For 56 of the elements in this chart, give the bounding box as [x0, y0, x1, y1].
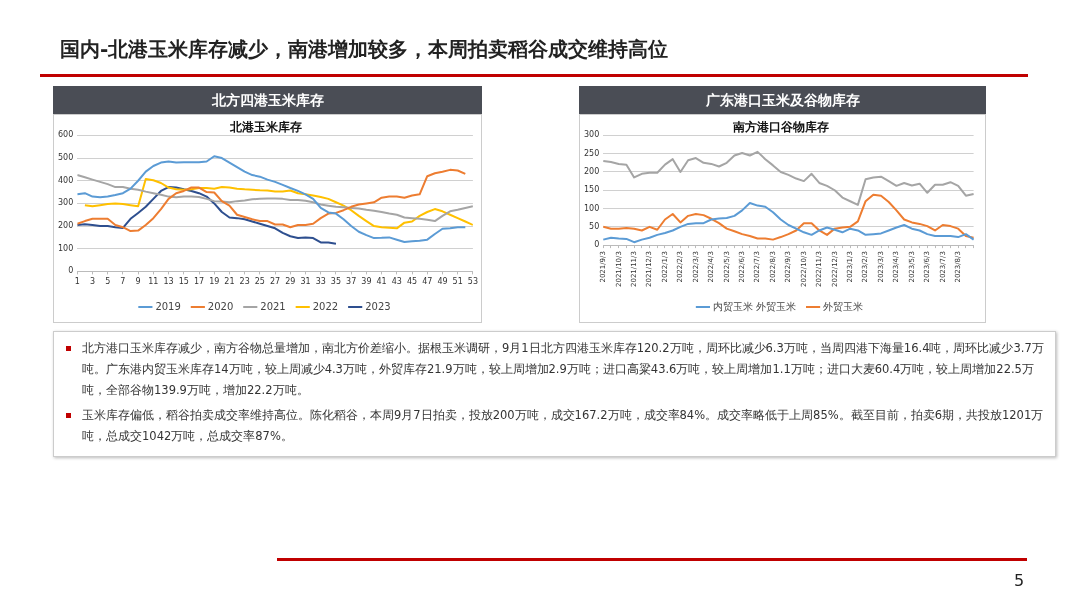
- x-tick-label: 9: [135, 277, 141, 287]
- text: 5: [1014, 571, 1025, 590]
- y-tick-label: 200: [583, 167, 600, 177]
- x-tick-label: 25: [254, 277, 265, 287]
- y-tick-label: 100: [583, 203, 600, 213]
- y-tick-label: 50: [589, 221, 600, 231]
- x-tick-label: 21: [224, 277, 235, 287]
- x-tick-label: 29: [285, 277, 296, 287]
- legend-label: 2021: [260, 300, 286, 312]
- x-tick-label: 19: [209, 277, 220, 287]
- legend-label: 2023: [365, 300, 391, 312]
- chart-subtitle: 北港玉米库存: [228, 120, 302, 135]
- chart-title: 北方四港玉米库存: [53, 86, 482, 114]
- x-tick-label: 43: [391, 277, 402, 287]
- legend-label: 内贸玉米 外贸玉米: [712, 300, 797, 312]
- x-tick-label: 27: [270, 277, 281, 287]
- x-tick-label: 39: [361, 277, 372, 287]
- x-tick-label: 37: [346, 277, 357, 287]
- x-tick-label: 7: [120, 277, 126, 287]
- y-tick-label: 100: [57, 243, 74, 253]
- legend-label: 2022: [312, 300, 339, 312]
- x-tick-label: 31: [300, 277, 311, 287]
- x-tick-label: 15: [178, 277, 189, 287]
- x-tick-label: 51: [452, 277, 463, 287]
- x-tick-label: 53: [467, 277, 478, 287]
- y-tick-label: 200: [57, 221, 74, 231]
- y-tick-label: 0: [68, 266, 74, 276]
- y-tick-label: 500: [57, 153, 74, 163]
- legend-label: 2019: [155, 300, 181, 312]
- y-tick-label: 300: [57, 198, 74, 208]
- y-tick-label: 300: [583, 130, 600, 140]
- x-tick-label: 33: [315, 277, 326, 287]
- chart-title: 广东港口玉米及谷物库存: [579, 86, 986, 114]
- y-tick-label: 150: [583, 185, 600, 195]
- legend-label: 外贸玉米: [823, 300, 864, 312]
- x-tick-label: 47: [422, 277, 433, 287]
- x-tick-label: 5: [105, 277, 111, 287]
- x-tick-label: 45: [406, 277, 418, 287]
- x-tick-label: 1: [74, 277, 80, 287]
- y-tick-label: 250: [583, 148, 600, 158]
- x-tick-label: 35: [330, 277, 342, 287]
- y-tick-label: 0: [594, 240, 600, 250]
- x-tick-label: 11: [148, 277, 159, 287]
- chart-subtitle: 南方港口谷物库存: [731, 120, 829, 135]
- text: 国内-北港玉米库存减少，南港增加较多，本周拍卖稻谷成交维持高位: [60, 36, 669, 63]
- legend-label: 2020: [207, 300, 234, 312]
- y-tick-label: 400: [57, 175, 74, 185]
- x-tick-label: 41: [376, 277, 387, 287]
- y-tick-label: 600: [57, 130, 74, 140]
- text: 玉米库存偏低，稻谷拍卖成交率维持高位。陈化稻谷，本周9月7日拍卖，投放200万吨，成交167.2万吨，成交率84%。成交率略低于上周85%。截至目前，拍卖6期，共投放1201万吨，总成交1042万吨，总成交率87%。: [64, 405, 1045, 447]
- x-tick-label: 17: [193, 277, 205, 287]
- x-tick-label: 49: [437, 277, 448, 287]
- x-tick-label: 3: [89, 277, 96, 287]
- x-tick-label: 13: [163, 277, 174, 287]
- x-tick-label: 23: [239, 277, 250, 287]
- text: 北方港口玉米库存减少，南方谷物总量增加，南北方价差缩小。据根玉米调研，9月1日北方四港玉米库存120.2万吨，周环比减少6.3万吨，当周四港下海量16.4吨，周环比减少3.7万吨。广东港内贸玉米库存14万吨，较上周减少4.3万吨，外贸库存21.9万吨，较上周增加2.9万吨；进口高粱43.6万吨，较上周增加1.1万吨；进口大麦60.4万吨，较上周增加22.5万吨，全部谷物139.9万吨，增加22.2万吨。: [64, 338, 1045, 401]
